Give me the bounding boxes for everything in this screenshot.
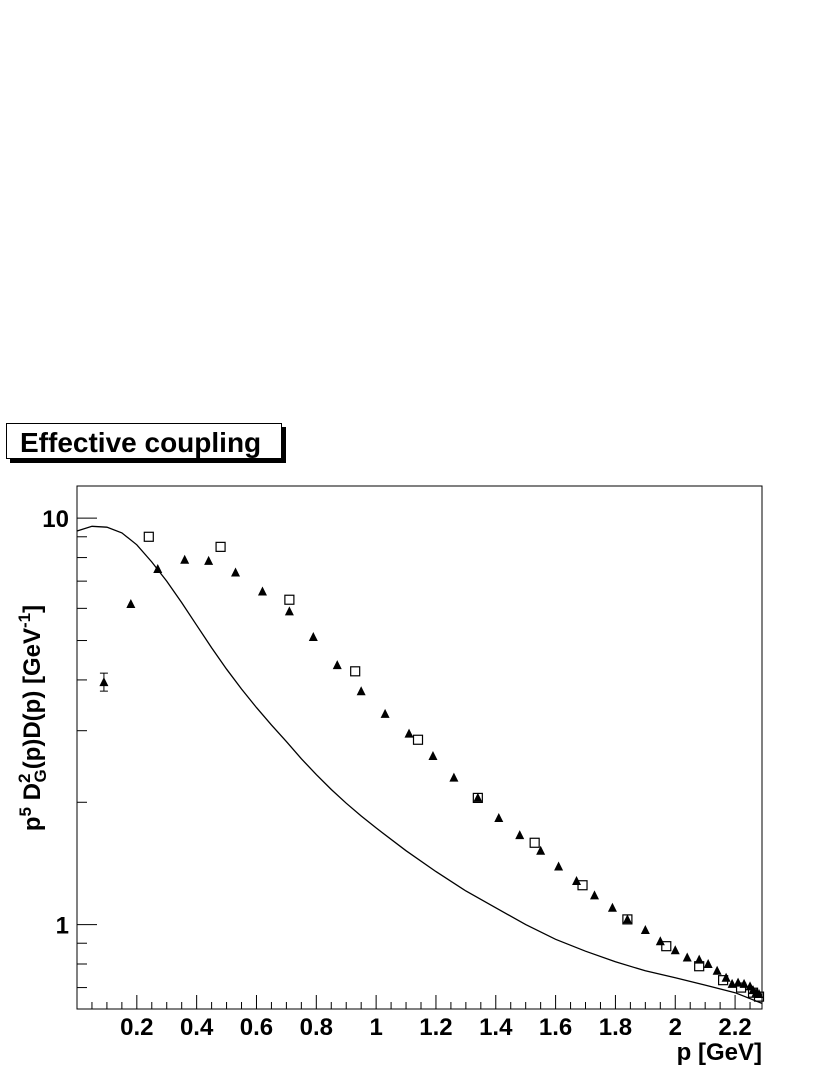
- chart-title-box: Effective coupling: [6, 423, 282, 459]
- square-point: [753, 991, 765, 1002]
- x-tick-label: 1: [369, 1014, 382, 1041]
- triangle-point: [572, 876, 582, 886]
- triangle-point: [733, 977, 743, 987]
- triangle-point: [284, 606, 294, 616]
- square-series-layer: [143, 531, 765, 1002]
- model-curve-layer: [76, 525, 763, 1005]
- x-tick-label: 0.8: [300, 1014, 333, 1041]
- x-axis-ticks: 0.2 0.4 0.6 0.8 1 1.2 1.4 1.6 1.8 2 2.2: [76, 995, 752, 1041]
- triangle-point: [257, 586, 267, 596]
- x-tick-label: 2: [669, 1014, 682, 1041]
- triangle-point: [180, 554, 190, 564]
- y-tick-label: 10: [42, 506, 69, 533]
- triangle-point: [404, 728, 414, 738]
- triangle-point: [126, 598, 136, 608]
- x-tick-label: 0.6: [240, 1014, 273, 1041]
- square-point: [622, 914, 633, 925]
- triangle-point: [754, 988, 764, 998]
- x-tick-label: 0.4: [180, 1014, 214, 1041]
- square-point: [284, 594, 295, 605]
- triangle-point: [332, 660, 342, 670]
- triangle-point: [153, 563, 163, 573]
- square-point: [143, 531, 154, 542]
- y-axis-ticks: 1 10: [42, 506, 97, 989]
- square-point: [735, 982, 747, 993]
- x-tick-label: 2.2: [718, 1014, 751, 1041]
- triangle-point: [204, 555, 214, 565]
- triangle-point: [494, 812, 504, 822]
- triangle-point: [655, 936, 665, 946]
- square-point: [577, 880, 588, 891]
- x-tick-label: 0.2: [120, 1014, 153, 1041]
- chart-title: Effective coupling: [20, 427, 262, 458]
- x-tick-label: 1.4: [479, 1014, 513, 1041]
- triangle-point: [703, 959, 713, 969]
- triangle-point: [670, 945, 680, 955]
- triangle-point: [640, 924, 650, 934]
- triangle-point: [380, 708, 390, 718]
- square-point: [694, 961, 705, 972]
- square-point: [472, 792, 483, 804]
- square-point: [412, 734, 424, 745]
- x-tick-label: 1.2: [419, 1014, 452, 1041]
- triangle-point: [721, 972, 731, 982]
- square-point: [718, 975, 729, 986]
- y-axis-title: p5 D2G(p)D(p) [GeV-1]: [15, 605, 50, 831]
- square-point: [215, 541, 226, 552]
- y-tick-label: 1: [56, 913, 69, 940]
- triangle-point: [449, 772, 459, 782]
- triangle-point: [554, 861, 564, 871]
- square-point: [529, 837, 540, 848]
- triangle-point: [356, 686, 366, 696]
- square-point: [661, 941, 672, 952]
- triangle-point: [607, 902, 617, 912]
- square-point: [350, 666, 361, 677]
- triangle-point: [536, 845, 546, 855]
- triangle-point: [473, 792, 483, 802]
- triangle-series-layer: [99, 554, 764, 998]
- triangle-point: [428, 750, 438, 760]
- x-tick-label: 1.8: [599, 1014, 632, 1041]
- triangle-point: [712, 965, 722, 975]
- plot-frame: [76, 485, 763, 1010]
- x-axis-title: p [GeV]: [677, 1039, 762, 1066]
- triangle-point: [682, 952, 692, 962]
- triangle-point: [515, 830, 525, 840]
- triangle-point: [589, 890, 599, 900]
- triangle-point: [308, 632, 318, 642]
- triangle-point: [622, 914, 632, 924]
- triangle-point: [231, 567, 241, 577]
- model-curve: [76, 525, 763, 1005]
- x-tick-label: 1.6: [539, 1014, 572, 1041]
